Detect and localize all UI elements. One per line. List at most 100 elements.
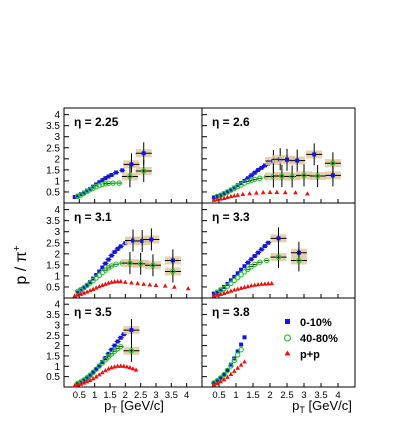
data-point (85, 376, 89, 381)
data-point (235, 349, 240, 354)
data-point (87, 372, 93, 378)
data-point (99, 360, 106, 366)
legend-item-0-10: 0-10% (285, 317, 332, 329)
legend-marker-triangle (284, 350, 291, 356)
panel-1: 0.511.522.533.54 η = 2.25 (46, 107, 203, 204)
data-point (224, 367, 231, 374)
data-point (228, 193, 234, 199)
data-point (115, 278, 120, 284)
data-point (137, 261, 144, 267)
data-point (314, 173, 321, 179)
data-point (269, 280, 274, 286)
panel-6: 0.5 1 1.5 2 2.5 3 3.5 4 η = 3.8 (201, 297, 356, 401)
data-point (275, 254, 282, 260)
data-point (94, 273, 99, 278)
data-point (330, 160, 336, 166)
legend-label: 0-10% (300, 317, 332, 329)
data-point (225, 289, 230, 294)
panel-5: 0.511.522.533.540.5 1 1.5 2 2.5 3 3.5 4η = 3.5 (46, 297, 203, 401)
panel-3: 0.511.522.533.54 η = 3.1 (46, 202, 203, 299)
series-40-80% (75, 252, 181, 295)
data-point (228, 362, 233, 367)
panel-title: η = 3.1 (74, 210, 112, 224)
data-point (121, 332, 126, 337)
x-tick-label: 0.5 (212, 390, 225, 401)
data-point (91, 370, 96, 375)
data-point (228, 363, 234, 369)
data-point (172, 284, 177, 289)
data-point (147, 282, 153, 287)
data-point (112, 279, 117, 284)
panel-2: η = 2.6 (201, 107, 356, 204)
data-point (232, 368, 237, 373)
data-point (106, 366, 111, 371)
data-point (245, 178, 251, 185)
data-point (97, 363, 102, 368)
data-point (162, 283, 168, 288)
y-tick-label: 4 (54, 300, 60, 311)
y-tick-label: 1 (54, 362, 60, 373)
data-point (94, 367, 99, 372)
data-point (117, 343, 124, 350)
data-point (108, 351, 115, 357)
data-point (221, 377, 227, 382)
series-0-10% (72, 142, 152, 200)
data-point (87, 287, 93, 293)
data-point (242, 284, 247, 289)
series-40-80% (75, 159, 152, 200)
data-point (150, 262, 156, 269)
data-point (266, 281, 271, 286)
data-point (149, 237, 154, 242)
data-point (81, 286, 86, 291)
data-point (238, 285, 244, 290)
data-point (100, 282, 105, 287)
series-p+p (211, 280, 274, 298)
data-point (106, 351, 111, 356)
data-point (141, 281, 147, 286)
data-point (262, 163, 267, 168)
x-axis-label-left: pT [GeV/c] (104, 398, 164, 415)
data-point (267, 189, 273, 194)
x-tick-label: 2 (123, 390, 128, 401)
y-tick-label: 3 (54, 227, 60, 238)
data-point (249, 283, 254, 288)
y-tick-label: 4 (54, 205, 60, 216)
data-point (222, 284, 227, 289)
data-point (103, 367, 108, 373)
y-tick-label: 1.5 (46, 351, 60, 362)
data-point (256, 250, 261, 255)
panel-title: η = 3.5 (74, 305, 112, 319)
data-point (99, 181, 106, 188)
y-tick-label: 3 (54, 320, 60, 331)
data-point (235, 192, 240, 197)
data-point (118, 278, 124, 284)
data-point (215, 289, 220, 294)
y-axis-label: p / π+ (12, 245, 30, 284)
data-point (224, 283, 231, 289)
data-point (215, 380, 220, 386)
y-tick-label: 3 (54, 132, 60, 143)
panel-title: η = 3.3 (212, 210, 250, 224)
data-point (97, 269, 102, 274)
data-point (232, 287, 237, 292)
data-point (215, 196, 220, 202)
legend-item-40-80: 40-80% (283, 333, 338, 345)
data-point (235, 183, 240, 188)
data-point (215, 292, 220, 297)
data-point (218, 291, 223, 297)
data-point (72, 195, 77, 200)
data-point (242, 335, 247, 340)
data-point (221, 195, 227, 200)
data-point (100, 370, 105, 375)
data-point (118, 335, 123, 340)
data-point (228, 280, 234, 287)
x-tick-label: 3.5 (314, 390, 327, 401)
data-point (88, 280, 93, 285)
data-point (289, 173, 295, 180)
data-point (88, 186, 93, 191)
data-point (251, 176, 258, 183)
x-tick-label: 3 (153, 390, 158, 401)
data-point (90, 277, 96, 284)
data-point (75, 193, 80, 198)
